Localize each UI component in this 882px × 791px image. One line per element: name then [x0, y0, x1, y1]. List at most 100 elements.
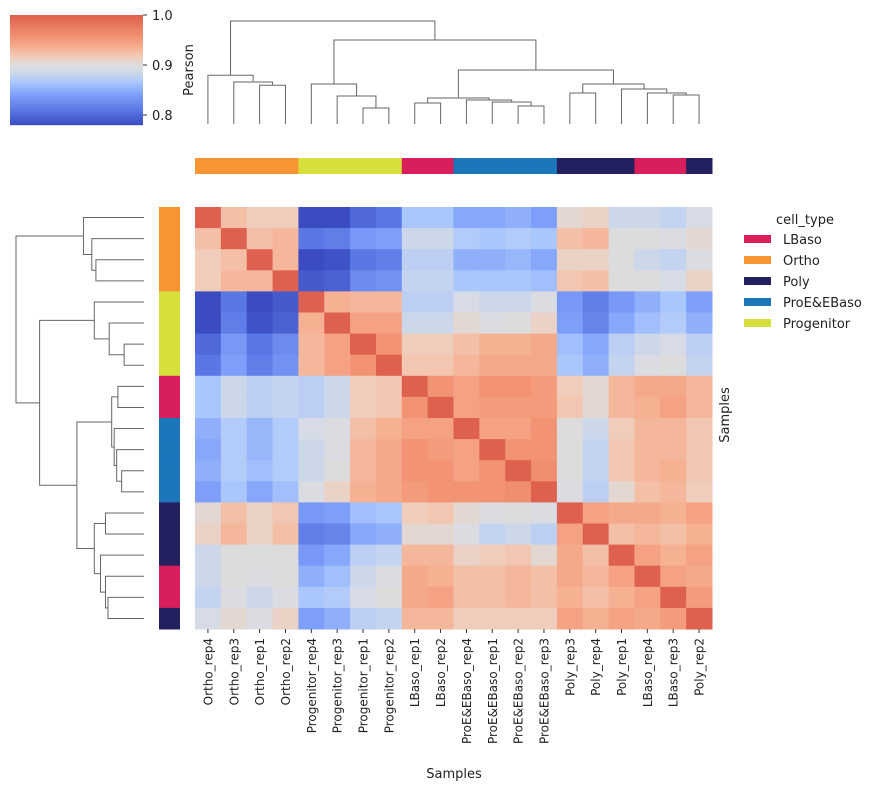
heatmap-cell: [531, 207, 558, 229]
heatmap-cell: [220, 396, 248, 419]
row-color-cell: [159, 565, 180, 588]
heatmap-cell: [220, 523, 248, 546]
heatmap-cell: [246, 333, 274, 356]
dendrogram-link: [465, 99, 513, 124]
heatmap-cell: [453, 312, 480, 335]
heatmap-cell: [686, 312, 713, 335]
column-dendrogram: [207, 20, 700, 124]
heatmap-cell: [375, 207, 403, 229]
heatmap-cell: [195, 607, 222, 630]
heatmap-cell: [660, 396, 687, 419]
heatmap-cell: [427, 291, 454, 313]
heatmap-cell: [220, 333, 248, 356]
colorbar-band: [10, 99, 143, 101]
colorbar-band: [10, 47, 143, 49]
heatmap-cell: [427, 439, 454, 461]
heatmap-cell: [298, 523, 325, 546]
heatmap-cell: [220, 502, 248, 524]
heatmap-cell: [531, 607, 558, 630]
dendrogram-link: [414, 102, 442, 124]
row-color-cell: [159, 291, 180, 313]
colorbar-band: [10, 102, 143, 104]
heatmap-cell: [427, 228, 454, 250]
heatmap-cell: [556, 396, 584, 419]
heatmap-cell: [453, 565, 480, 588]
row-color-cell: [159, 502, 180, 524]
heatmap-cell: [298, 607, 325, 630]
heatmap-cell: [195, 270, 222, 292]
heatmap-cell: [453, 481, 480, 503]
legend-swatch: [744, 319, 771, 327]
heatmap-cell: [556, 460, 584, 482]
heatmap-cell: [350, 354, 377, 377]
heatmap-cell: [453, 523, 480, 546]
heatmap-cell: [375, 439, 403, 461]
colorbar-band: [10, 46, 143, 48]
heatmap-cell: [608, 354, 635, 377]
heatmap-cell: [401, 544, 429, 567]
colorbar-band: [10, 115, 143, 117]
heatmap-cell: [660, 375, 687, 398]
heatmap-cell: [272, 565, 299, 588]
legend-swatch: [744, 277, 771, 285]
colorbar-band: [10, 49, 143, 51]
heatmap-cell: [375, 418, 403, 440]
heatmap-cell: [608, 481, 635, 503]
heatmap-cell: [324, 396, 351, 419]
heatmap-cell: [298, 354, 325, 377]
x-tick-label: Ortho_rep3: [227, 638, 241, 705]
heatmap-cell: [582, 418, 610, 440]
heatmap-cell: [479, 418, 506, 440]
heatmap-cell: [686, 396, 713, 419]
heatmap-cell: [608, 544, 635, 567]
heatmap-cell: [298, 418, 325, 440]
heatmap-cell: [350, 607, 377, 630]
heatmap-cell: [246, 396, 274, 419]
x-tick-label: Progenitor_rep1: [357, 638, 371, 733]
heatmap-cell: [298, 333, 325, 356]
heatmap-cell: [350, 396, 377, 419]
legend-swatch: [744, 298, 771, 306]
heatmap-cell: [608, 396, 635, 419]
dendrogram-link: [336, 95, 377, 124]
heatmap-cell: [375, 228, 403, 250]
heatmap-cell: [246, 312, 274, 335]
colorbar-band: [10, 17, 143, 19]
column-color-cell: [531, 158, 558, 174]
colorbar-band: [10, 30, 143, 32]
heatmap-cell: [479, 502, 506, 524]
dendrogram-link: [93, 301, 144, 340]
dendrogram-link: [259, 84, 286, 124]
heatmap-cell: [479, 586, 506, 609]
colorbar-band: [10, 48, 143, 50]
colorbar-band: [10, 117, 143, 119]
heatmap-cell: [479, 207, 506, 229]
heatmap-cell: [660, 418, 687, 440]
heatmap-cell: [686, 523, 713, 546]
heatmap-cell: [453, 375, 480, 398]
heatmap-cell: [246, 439, 274, 461]
heatmap-cell: [220, 439, 248, 461]
heatmap-cell: [427, 396, 454, 419]
colorbar-band: [10, 58, 143, 60]
heatmap-cell: [298, 249, 325, 271]
colorbar-band: [10, 62, 143, 64]
dendrogram-link: [310, 83, 358, 124]
row-color-cell: [159, 270, 180, 292]
heatmap-cell: [556, 502, 584, 524]
heatmap-cell: [195, 523, 222, 546]
dendrogram-link: [569, 92, 597, 124]
heatmap-cell: [582, 354, 610, 377]
heatmap-cell: [246, 418, 274, 440]
heatmap-cell: [427, 586, 454, 609]
column-color-cell: [660, 158, 687, 174]
colorbar-band: [10, 39, 143, 41]
x-tick-label: Progenitor_rep2: [382, 638, 396, 733]
heatmap-cell: [479, 565, 506, 588]
colorbar-band: [10, 96, 143, 98]
heatmap-cell: [634, 207, 661, 229]
colorbar-band: [10, 98, 143, 100]
row-color-cell: [159, 439, 180, 461]
column-color-cell: [246, 158, 274, 174]
